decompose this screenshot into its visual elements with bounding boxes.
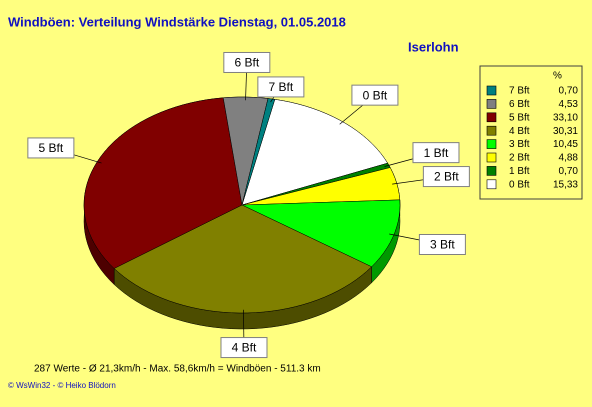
label-box (412, 142, 460, 164)
slice-label: 1 Bft (424, 146, 449, 160)
slice-label: 7 Bft (269, 80, 294, 94)
legend-label: 6 Bft (509, 99, 530, 110)
label-box (351, 84, 399, 106)
label-box (223, 51, 271, 73)
slice-label: 6 Bft (234, 56, 259, 70)
legend-box (479, 65, 583, 200)
location: Iserlohn (408, 39, 459, 54)
credits: © WsWin32 - © Heiko Blödorn (8, 381, 116, 390)
legend-swatch (486, 179, 497, 190)
legend-label: 0 Bft (509, 179, 530, 190)
legend-value: 33,10 (553, 112, 578, 123)
legend-label: 5 Bft (509, 112, 530, 123)
legend-value: 4,88 (559, 153, 579, 164)
legend-swatch (486, 166, 497, 176)
legend-swatch (486, 112, 497, 123)
slice (241, 98, 276, 206)
slice-label: 0 Bft (363, 88, 388, 102)
legend-value: 15,33 (553, 179, 578, 190)
footer: 287 Werte - Ø 21,3km/h - Max. 58,6km/h =… (34, 364, 321, 375)
slice-label: 5 Bft (39, 141, 64, 155)
legend-swatch (486, 152, 497, 163)
label-box (418, 234, 466, 256)
legend-label: 4 Bft (509, 126, 530, 137)
legend-value: 10,45 (553, 139, 578, 150)
label-box (257, 76, 305, 98)
legend-swatch (486, 85, 497, 96)
legend-label: 1 Bft (509, 166, 530, 177)
label-box (27, 137, 75, 159)
legend-label: 7 Bft (509, 86, 530, 97)
legend-swatch (486, 99, 497, 109)
slice-label: 3 Bft (430, 238, 455, 252)
legend-value: 4,53 (559, 99, 579, 110)
legend-label: 2 Bft (509, 153, 530, 164)
legend-swatch (486, 139, 497, 149)
label-box (422, 166, 470, 188)
label-box (220, 337, 268, 359)
legend-title: % (553, 71, 562, 82)
legend-swatch (486, 125, 497, 136)
slice-label: 4 Bft (232, 341, 257, 355)
chart-title: Windböen: Verteilung Windstärke Dienstag… (8, 14, 346, 29)
legend-value: 30,31 (553, 126, 578, 137)
slice-label: 2 Bft (434, 170, 459, 184)
legend-value: 0,70 (559, 166, 579, 177)
legend-label: 3 Bft (509, 139, 530, 150)
legend-value: 0,70 (559, 86, 579, 97)
